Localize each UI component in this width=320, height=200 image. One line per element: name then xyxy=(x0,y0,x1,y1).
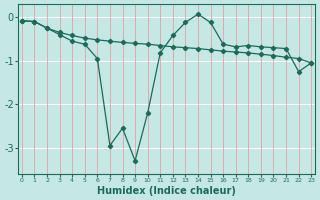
X-axis label: Humidex (Indice chaleur): Humidex (Indice chaleur) xyxy=(97,186,236,196)
